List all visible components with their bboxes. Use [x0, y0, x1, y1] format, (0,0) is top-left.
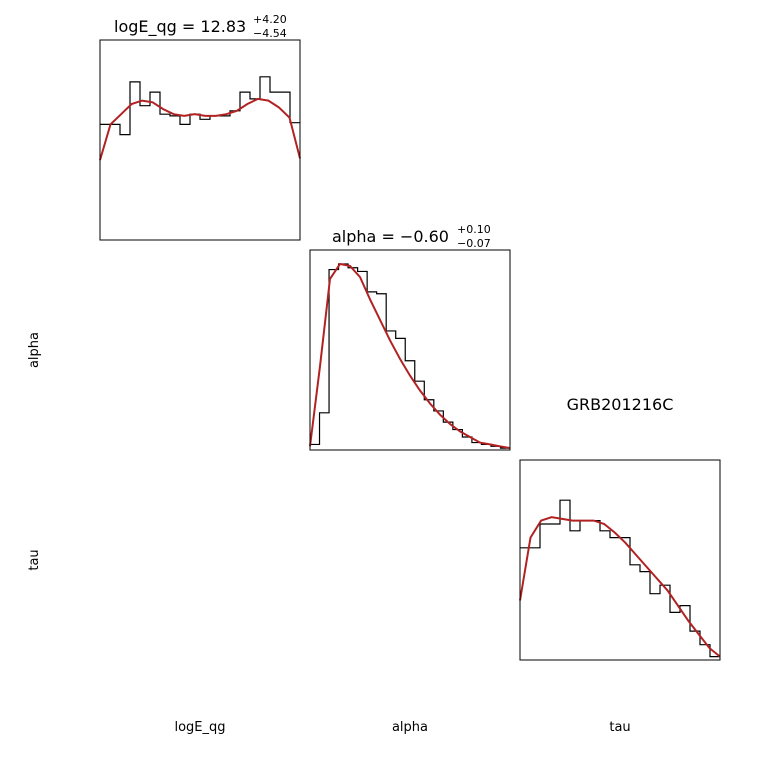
hist-step-alpha [310, 263, 510, 449]
panel-frame-tau [519, 459, 721, 661]
title-alpha: alpha = −0.60 [332, 227, 449, 246]
panel-frame-alpha [309, 249, 511, 451]
ylabel-tau: tau [27, 549, 42, 570]
xlabel-alpha: alpha [392, 720, 428, 735]
ylabel-alpha: alpha [27, 332, 42, 368]
hist-panel-logE_qg [99, 39, 301, 241]
panels-layer [99, 39, 721, 661]
xlabel-tau: tau [609, 720, 630, 735]
title-alpha-plus: +0.10 [457, 223, 491, 236]
hist-step-tau [520, 499, 720, 658]
kde-curve-alpha [309, 262, 511, 450]
dataset-label: GRB201216C [567, 395, 674, 414]
title-logE_qg-minus: −4.54 [253, 27, 287, 40]
hist-panel-alpha [309, 249, 511, 451]
title-logE_qg: logE_qg = 12.83 [114, 17, 246, 37]
panel-frame-logE_qg [99, 39, 301, 241]
kde-curve-tau [519, 516, 721, 658]
title-alpha-minus: −0.07 [457, 237, 491, 250]
kde-curve-logE_qg [99, 97, 301, 161]
xlabel-logE_qg: logE_qg [174, 720, 225, 735]
hist-panel-tau [519, 459, 721, 661]
title-logE_qg-plus: +4.20 [253, 13, 287, 26]
